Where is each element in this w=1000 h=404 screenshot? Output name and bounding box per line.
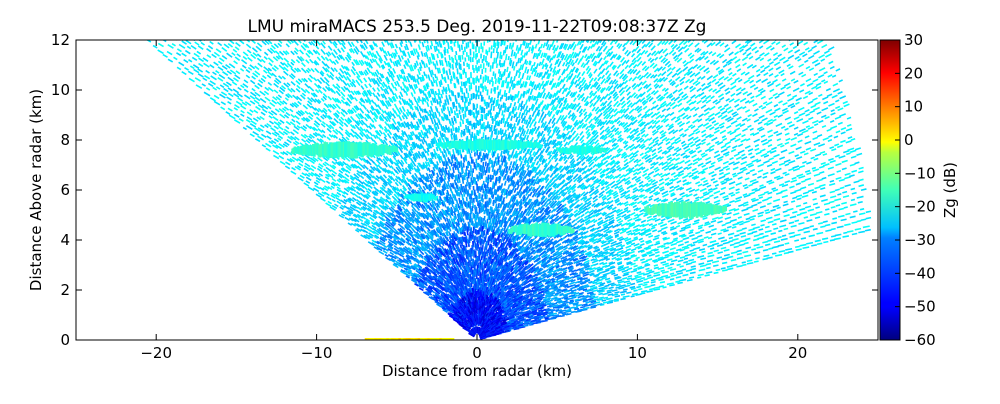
y-tick-label: 2 — [60, 281, 70, 299]
chart-title: LMU miraMACS 253.5 Deg. 2019-11-22T09:08… — [248, 17, 707, 37]
colorbar-tick-label: −40 — [904, 264, 936, 282]
x-tick-label: 0 — [472, 344, 482, 362]
x-tick-label: −20 — [140, 344, 172, 362]
y-tick-label: 8 — [60, 131, 70, 149]
colorbar-tick-label: 10 — [904, 98, 923, 116]
reflectivity-field — [141, 32, 871, 341]
x-tick-label: −10 — [301, 344, 333, 362]
colorbar-tick-label: −10 — [904, 164, 936, 182]
colorbar-tick-label: −60 — [904, 331, 936, 349]
x-tick-label: 10 — [628, 344, 647, 362]
x-tick-label: 20 — [788, 344, 807, 362]
cloud-layer-mid — [436, 139, 543, 152]
colorbar-axis: 30 20 10 0 −10 −20 −30 −40 −50 −60 — [895, 31, 936, 349]
colorbar-tick-label: −20 — [904, 198, 936, 216]
colorbar — [880, 40, 900, 340]
y-tick-label: 12 — [51, 31, 70, 49]
y-tick-label: 6 — [60, 181, 70, 199]
colorbar-tick-label: 0 — [904, 131, 914, 149]
y-tick-label: 4 — [60, 231, 70, 249]
y-tick-label: 10 — [51, 81, 70, 99]
colorbar-label: Zg (dB) — [941, 162, 959, 218]
colorbar-tick-label: 30 — [904, 31, 923, 49]
y-axis-label: Distance Above radar (km) — [27, 89, 45, 291]
colorbar-tick-label: −50 — [904, 298, 936, 316]
colorbar-tick-label: 20 — [904, 64, 923, 82]
colorbar-tick-label: −30 — [904, 231, 936, 249]
x-axis-label: Distance from radar (km) — [382, 362, 572, 380]
y-tick-label: 0 — [60, 331, 70, 349]
